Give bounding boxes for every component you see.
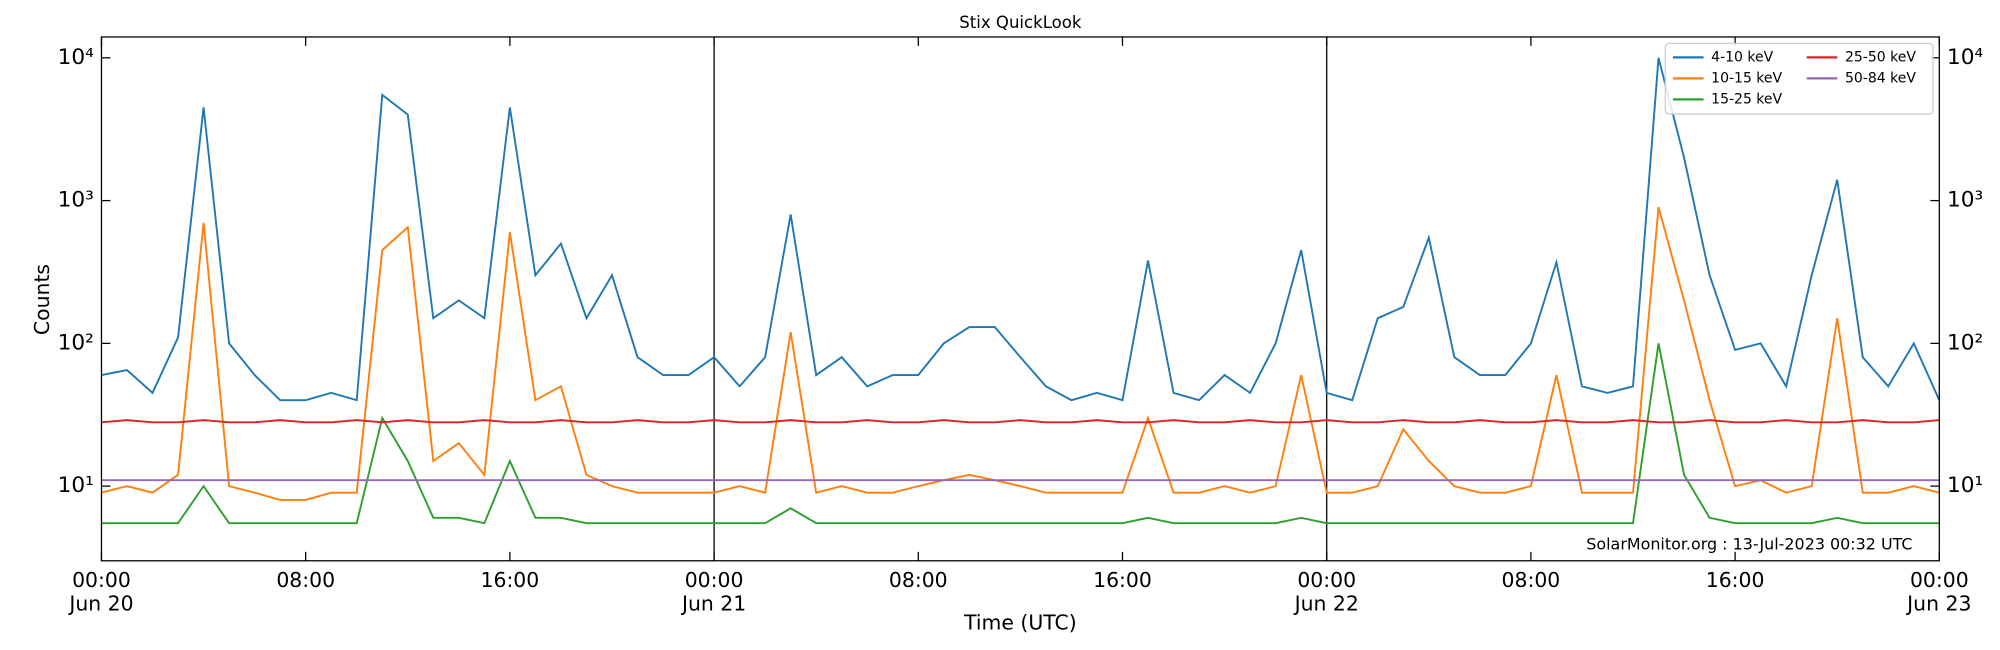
- x-tick-label: 00:00 Jun 20: [67, 568, 133, 615]
- x-tick-label: 08:00: [276, 568, 335, 592]
- legend-label: 15-25 keV: [1711, 91, 1782, 107]
- series-line: [101, 57, 1940, 402]
- y-tick-label: 10¹: [58, 473, 94, 498]
- y-axis-label: Counts: [30, 264, 54, 335]
- y-tick-label: 10⁴: [58, 45, 94, 70]
- y-tick-label-right: 10⁴: [1947, 45, 1983, 70]
- x-tick-label: 08:00: [889, 568, 948, 592]
- x-tick-label: 00:00 Jun 23: [1905, 568, 1971, 615]
- x-tick-label: 00:00 Jun 22: [1293, 568, 1359, 615]
- legend: 4-10 keV 10-15 keV 15-25 keV 25-50 keV 50-84…: [1664, 42, 1934, 115]
- legend-label: 50-84 keV: [1845, 70, 1916, 86]
- y-tick-label-right: 10²: [1947, 330, 1983, 355]
- legend-label: 25-50 keV: [1845, 49, 1916, 65]
- legend-label: 4-10 keV: [1711, 49, 1773, 65]
- series-line: [101, 419, 1940, 424]
- y-tick-label: 10³: [58, 188, 94, 213]
- plot-frame: [100, 36, 1940, 562]
- y-tick-label: 10²: [58, 330, 94, 355]
- legend-label: 10-15 keV: [1711, 70, 1782, 86]
- y-tick-label-right: 10³: [1947, 188, 1983, 213]
- annotation: SolarMonitor.org : 13-Jul-2023 00:32 UTC: [1586, 534, 1912, 553]
- x-tick-label: 08:00: [1502, 568, 1561, 592]
- legend-box: [1664, 42, 1934, 115]
- x-tick-label: 16:00: [481, 568, 540, 592]
- series-line: [101, 206, 1940, 501]
- x-axis-label: Time (UTC): [963, 611, 1077, 635]
- x-tick-label: 16:00: [1706, 568, 1765, 592]
- x-tick-label: 16:00: [1093, 568, 1152, 592]
- series-line: [101, 343, 1940, 525]
- chart-title: Stix QuickLook: [959, 13, 1082, 32]
- x-tick-label: 00:00 Jun 21: [680, 568, 746, 615]
- y-tick-label-right: 10¹: [1947, 473, 1983, 498]
